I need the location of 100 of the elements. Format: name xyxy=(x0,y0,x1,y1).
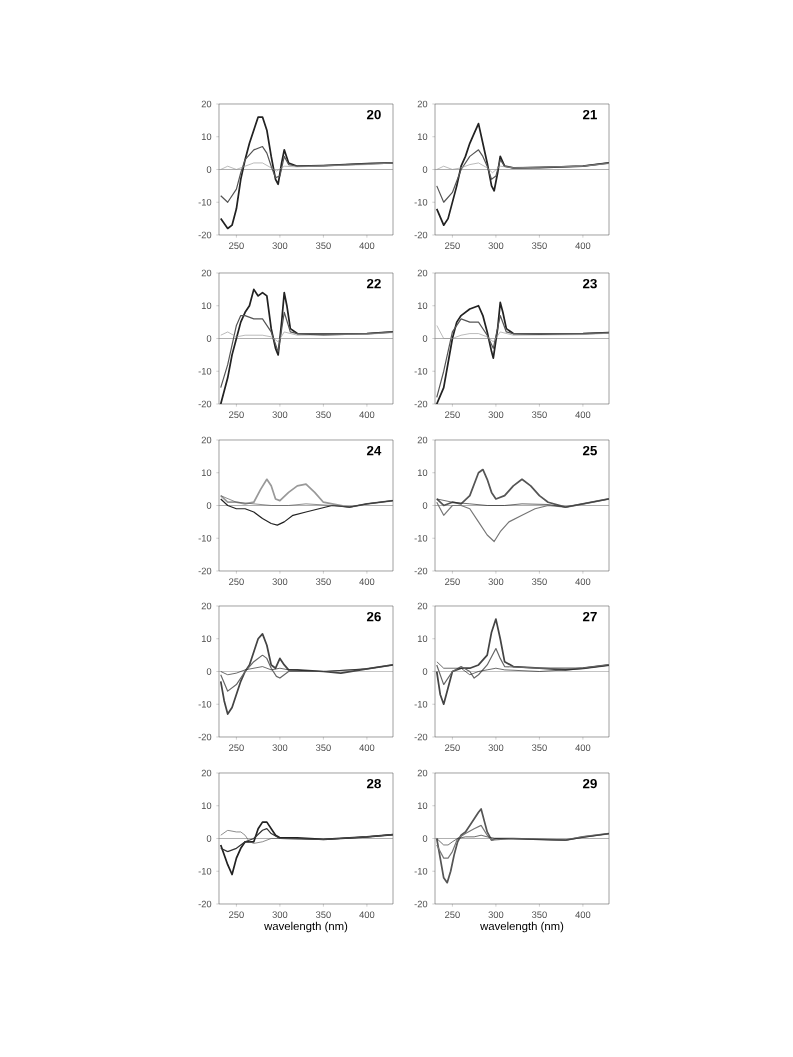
chart-title: 25 xyxy=(582,445,597,456)
x-tick-label: 300 xyxy=(272,242,288,249)
x-tick-label: 350 xyxy=(315,411,331,418)
x-tick-label: 350 xyxy=(531,744,547,751)
x-tick-label: 300 xyxy=(272,911,288,918)
y-tick-label: 20 xyxy=(201,100,212,108)
y-tick-label: -10 xyxy=(198,867,212,875)
y-tick-label: 20 xyxy=(417,269,428,277)
y-tick-label: 20 xyxy=(201,769,212,777)
chart-title: 24 xyxy=(366,445,382,456)
y-tick-label: -10 xyxy=(198,198,212,206)
y-tick-label: -10 xyxy=(414,867,428,875)
y-tick-label: 0 xyxy=(422,502,428,509)
y-tick-label: 0 xyxy=(422,166,428,173)
y-tick-label: -10 xyxy=(414,198,428,206)
x-tick-label: 350 xyxy=(315,911,331,918)
y-tick-label: 10 xyxy=(417,802,428,810)
x-tick-label: 400 xyxy=(575,242,591,249)
x-tick-label: 250 xyxy=(445,578,460,585)
x-tick-label: 350 xyxy=(315,578,331,585)
x-tick-label: 400 xyxy=(359,578,375,585)
y-tick-label: -20 xyxy=(198,400,212,408)
x-tick-label: 400 xyxy=(359,242,375,249)
x-tick-label: 300 xyxy=(272,744,288,751)
x-tick-label: 400 xyxy=(575,578,591,585)
y-tick-label: -10 xyxy=(198,367,212,375)
y-tick-label: 20 xyxy=(201,436,212,444)
x-tick-label: 400 xyxy=(359,744,375,751)
x-tick-label: 350 xyxy=(531,242,547,249)
y-tick-label: -20 xyxy=(198,900,212,908)
chart-title: 27 xyxy=(582,611,597,622)
y-tick-label: 0 xyxy=(422,335,428,342)
x-tick-label: 350 xyxy=(531,911,547,918)
y-tick-label: 0 xyxy=(206,835,212,842)
x-tick-label: 300 xyxy=(272,578,288,585)
y-tick-label: 10 xyxy=(417,469,428,477)
chart-title: 20 xyxy=(366,109,381,120)
chart-title: 23 xyxy=(582,278,597,289)
x-axis-title: wavelength (nm) xyxy=(264,921,348,933)
y-tick-label: 0 xyxy=(422,668,428,675)
x-tick-label: 250 xyxy=(229,578,244,585)
y-tick-label: -10 xyxy=(198,534,212,542)
y-tick-label: 20 xyxy=(417,100,428,108)
y-tick-label: 20 xyxy=(417,769,428,777)
x-tick-label: 350 xyxy=(315,744,331,751)
x-tick-label: 400 xyxy=(575,744,591,751)
x-tick-label: 300 xyxy=(488,242,504,249)
y-tick-label: 20 xyxy=(417,436,428,444)
y-tick-label: -20 xyxy=(198,733,212,741)
y-tick-label: -20 xyxy=(414,231,428,239)
x-tick-label: 250 xyxy=(229,242,244,249)
y-tick-label: 10 xyxy=(201,302,212,310)
y-tick-label: -10 xyxy=(414,367,428,375)
x-tick-label: 400 xyxy=(575,911,591,918)
x-tick-label: 250 xyxy=(445,744,460,751)
x-tick-label: 350 xyxy=(531,411,547,418)
chart-title: 28 xyxy=(366,778,381,789)
x-tick-label: 300 xyxy=(272,411,288,418)
chart-title: 21 xyxy=(582,109,597,120)
y-tick-label: 0 xyxy=(206,668,212,675)
y-tick-label: -20 xyxy=(414,400,428,408)
x-tick-label: 250 xyxy=(229,911,244,918)
y-tick-label: -20 xyxy=(414,733,428,741)
x-tick-label: 300 xyxy=(488,744,504,751)
y-tick-label: -10 xyxy=(198,700,212,708)
x-tick-label: 250 xyxy=(445,911,460,918)
y-tick-label: 20 xyxy=(417,602,428,610)
x-tick-label: 350 xyxy=(531,578,547,585)
y-tick-label: 0 xyxy=(206,335,212,342)
y-tick-label: 10 xyxy=(201,802,212,810)
x-tick-label: 300 xyxy=(488,411,504,418)
chart-title: 22 xyxy=(366,278,381,289)
x-axis-title: wavelength (nm) xyxy=(480,921,564,933)
x-tick-label: 250 xyxy=(229,744,244,751)
y-tick-label: -20 xyxy=(198,567,212,575)
y-tick-label: 20 xyxy=(201,602,212,610)
x-tick-label: 400 xyxy=(575,411,591,418)
y-tick-label: 0 xyxy=(206,166,212,173)
chart-title: 29 xyxy=(582,778,597,789)
y-tick-label: 10 xyxy=(417,133,428,141)
y-tick-label: -10 xyxy=(414,700,428,708)
x-tick-label: 400 xyxy=(359,411,375,418)
y-tick-label: 10 xyxy=(201,635,212,643)
y-tick-label: -20 xyxy=(414,900,428,908)
y-tick-label: 0 xyxy=(422,835,428,842)
y-tick-label: -10 xyxy=(414,534,428,542)
x-tick-label: 300 xyxy=(488,578,504,585)
y-tick-label: 10 xyxy=(417,635,428,643)
y-tick-label: -20 xyxy=(198,231,212,239)
y-tick-label: 10 xyxy=(201,469,212,477)
y-tick-label: 0 xyxy=(206,502,212,509)
x-tick-label: 400 xyxy=(359,911,375,918)
x-tick-label: 250 xyxy=(445,411,460,418)
y-tick-label: -20 xyxy=(414,567,428,575)
x-tick-label: 250 xyxy=(445,242,460,249)
x-tick-label: 250 xyxy=(229,411,244,418)
y-tick-label: 10 xyxy=(201,133,212,141)
y-tick-label: 10 xyxy=(417,302,428,310)
x-tick-label: 300 xyxy=(488,911,504,918)
chart-title: 26 xyxy=(366,611,381,622)
